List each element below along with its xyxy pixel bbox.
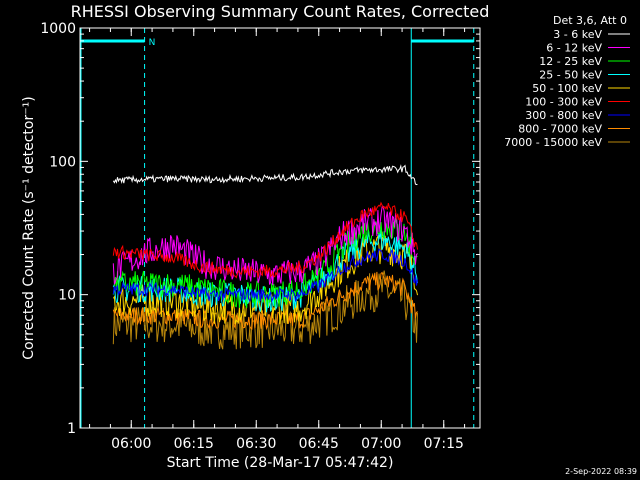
legend-label: 300 - 800 keV — [525, 109, 602, 122]
legend-label: 3 - 6 keV — [553, 28, 602, 41]
series-trace — [112, 231, 418, 325]
x-tick-label: 07:00 — [361, 436, 401, 452]
legend-label: 7000 - 15000 keV — [504, 136, 602, 149]
y-axis-label: Corrected Count Rate (s⁻¹ detector⁻¹) — [21, 96, 37, 359]
y-tick-label: 1 — [67, 421, 76, 437]
legend-label: 12 - 25 keV — [539, 55, 602, 68]
legend-title: Det 3,6, Att 0 — [553, 14, 627, 27]
series-trace — [112, 271, 418, 331]
series-trace — [112, 164, 418, 186]
x-tick-label: 06:15 — [174, 436, 214, 452]
legend-label: 800 - 7000 keV — [518, 123, 602, 136]
series-trace — [112, 248, 418, 304]
series-trace — [112, 201, 418, 279]
x-tick-label: 07:15 — [424, 436, 464, 452]
footer-date: 2-Sep-2022 08:39 — [565, 467, 637, 476]
x-axis-label: Start Time (28-Mar-17 05:47:42) — [167, 455, 394, 471]
series-trace — [112, 218, 418, 308]
y-tick-label: 100 — [49, 154, 76, 170]
x-tick-label: 06:30 — [236, 436, 276, 452]
axes: 1 10 100 1000 06:00 06:15 06:30 06:45 07:00 07:15 — [40, 21, 480, 452]
legend-label: 25 - 50 keV — [539, 69, 602, 82]
x-tick-label: 06:45 — [299, 436, 339, 452]
series-trace — [112, 205, 418, 286]
legend-label: 100 - 300 keV — [525, 96, 602, 109]
legend-label: 6 - 12 keV — [546, 42, 602, 55]
y-tick-label: 1000 — [40, 21, 76, 37]
plot-frame — [79, 27, 481, 429]
y-tick-label: 10 — [58, 288, 76, 304]
x-tick-label: 06:00 — [111, 436, 151, 452]
chart-title: RHESSI Observing Summary Count Rates, Co… — [71, 2, 490, 21]
legend-label: 50 - 100 keV — [532, 82, 602, 95]
night-marker-label: N — [149, 38, 156, 48]
